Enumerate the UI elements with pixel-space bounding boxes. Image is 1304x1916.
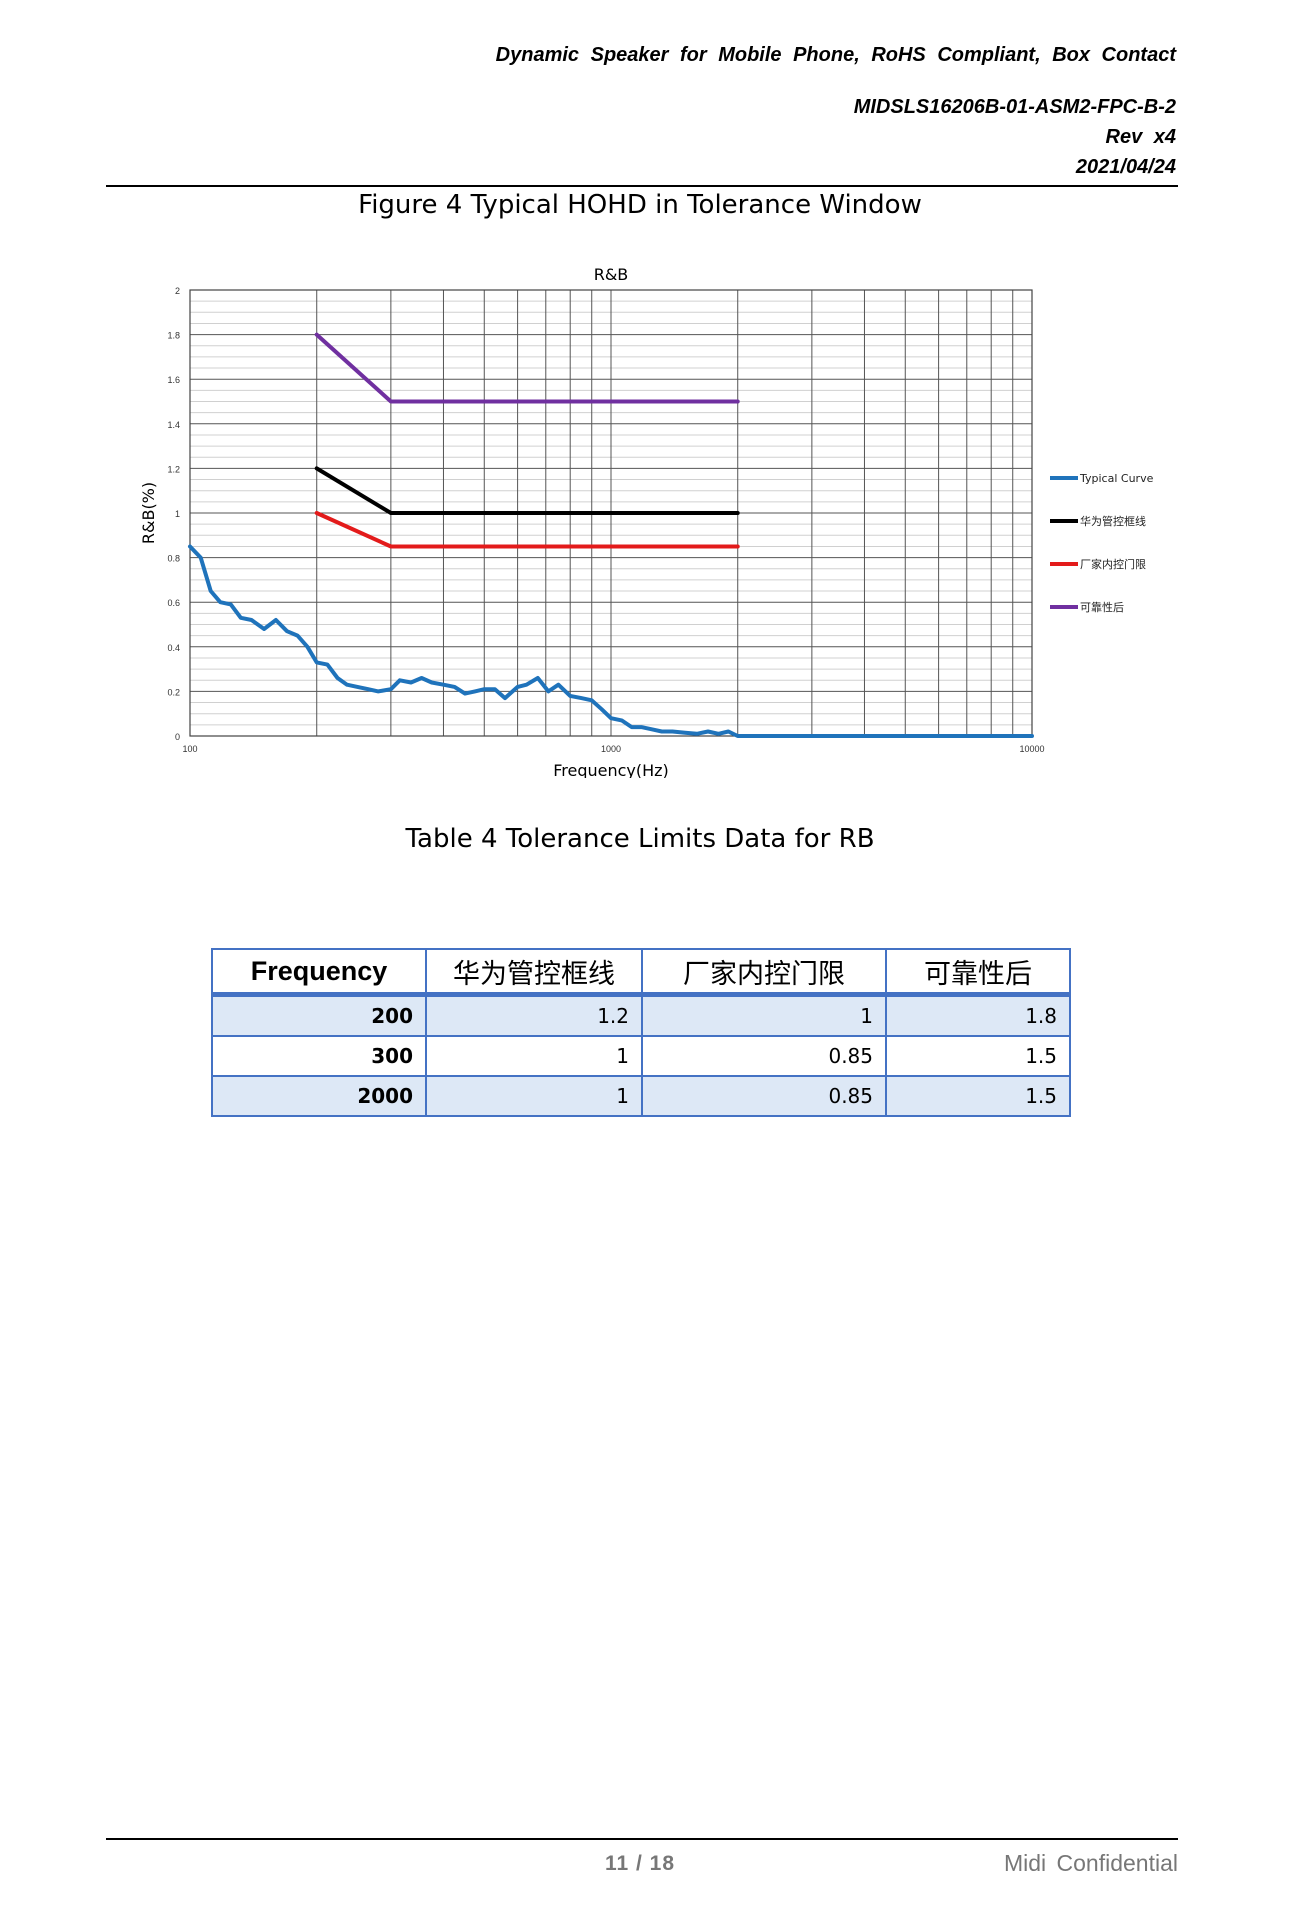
- y-tick-label: 1.2: [167, 464, 180, 474]
- rb-chart: 0 0.2 0.4 0.6 0.8 1 1.2 1.4 1.6 1.8 2 100 1000 10000 R…: [139, 265, 1154, 778]
- column-header-vendor-limit: 厂家内控门限: [641, 948, 887, 997]
- table-row: 2000 1 0.85 1.5: [211, 1075, 1071, 1117]
- legend-label: 厂家内控门限: [1080, 557, 1146, 571]
- x-axis-label: Frequency(Hz): [553, 761, 669, 778]
- table-cell: 1: [425, 1075, 643, 1117]
- x-tick-label: 10000: [1019, 744, 1044, 754]
- table-cell: 1: [641, 993, 887, 1037]
- document-date: 2021/04/24: [1075, 156, 1176, 178]
- document-revision: Rev x4: [1105, 126, 1177, 148]
- footer-rule: [106, 1838, 1178, 1840]
- y-tick-label: 0.4: [167, 643, 180, 653]
- legend-label: 可靠性后: [1080, 600, 1124, 614]
- y-tick-label: 1: [175, 509, 180, 519]
- table-row: 300 1 0.85 1.5: [211, 1035, 1071, 1077]
- table-row: 200 1.2 1 1.8: [211, 993, 1071, 1037]
- y-tick-label: 0.8: [167, 554, 180, 564]
- confidential-label: Midi Confidential: [1003, 1850, 1178, 1876]
- y-tick-label: 0.2: [167, 687, 180, 697]
- table-cell: 1.2: [425, 993, 643, 1037]
- y-tick-label: 1.8: [167, 331, 180, 341]
- column-header-huawei-limit: 华为管控框线: [425, 948, 643, 997]
- table-cell: 0.85: [641, 1035, 887, 1077]
- chart-title: R&B: [594, 265, 629, 284]
- y-tick-label: 1.6: [167, 375, 180, 385]
- table-cell: 1: [425, 1035, 643, 1077]
- header-rule: [106, 185, 1178, 187]
- y-tick-label: 0.6: [167, 598, 180, 608]
- column-header-reliability: 可靠性后: [885, 948, 1071, 997]
- table-caption: Table 4 Tolerance Limits Data for RB: [405, 824, 875, 854]
- table-cell: 2000: [211, 1075, 427, 1117]
- table-cell: 1.8: [885, 993, 1071, 1037]
- table-cell: 0.85: [641, 1075, 887, 1117]
- y-tick-label: 2: [175, 286, 180, 296]
- legend-label: Typical Curve: [1079, 472, 1154, 485]
- x-tick-label: 100: [182, 744, 197, 754]
- table-cell: 1.5: [885, 1035, 1071, 1077]
- x-tick-label: 1000: [601, 744, 621, 754]
- table-cell: 1.5: [885, 1075, 1071, 1117]
- legend-label: 华为管控框线: [1080, 514, 1146, 528]
- page-number: 11 / 18: [604, 1852, 676, 1875]
- series-line: [314, 466, 740, 515]
- y-tick-label: 0: [175, 732, 180, 742]
- y-axis-label: R&B(%): [139, 482, 158, 544]
- table-header-row: Frequency 华为管控框线 厂家内控门限 可靠性后: [211, 948, 1071, 997]
- tolerance-table: Frequency 华为管控框线 厂家内控门限 可靠性后 200 1.2 1 1…: [211, 948, 1071, 1117]
- document-number: MIDSLS16206B-01-ASM2-FPC-B-2: [853, 96, 1176, 118]
- y-tick-label: 1.4: [167, 420, 180, 430]
- table-cell: 300: [211, 1035, 427, 1077]
- series-line: [314, 511, 740, 549]
- document-title: Dynamic Speaker for Mobile Phone, RoHS C…: [495, 44, 1176, 66]
- figure-caption: Figure 4 Typical HOHD in Tolerance Windo…: [358, 190, 922, 220]
- series-line: [188, 544, 1034, 738]
- table-cell: 200: [211, 993, 427, 1037]
- column-header-frequency: Frequency: [211, 948, 427, 997]
- plot-frame: [189, 289, 1033, 737]
- series-line: [314, 332, 740, 404]
